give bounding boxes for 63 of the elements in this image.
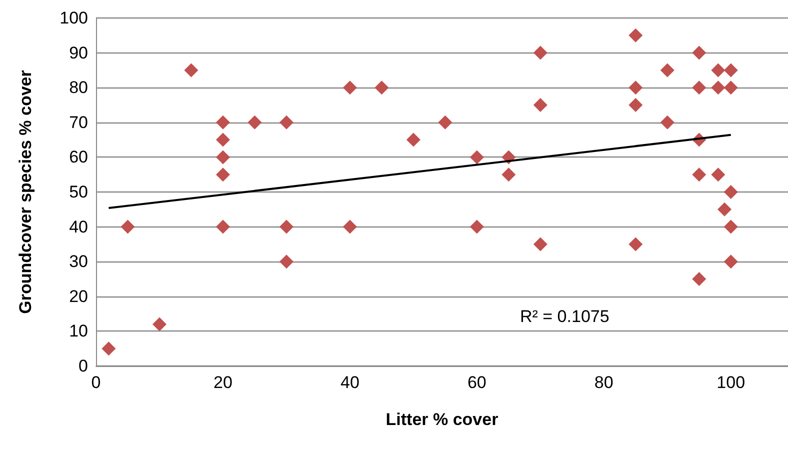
point	[628, 98, 643, 112]
point	[470, 220, 484, 234]
y-tick-label: 0	[78, 356, 88, 376]
point	[692, 46, 706, 60]
y-tick-label: 50	[69, 182, 88, 202]
annotation: R² = 0.1075	[520, 307, 610, 326]
point	[438, 115, 452, 130]
point	[342, 220, 357, 234]
point	[279, 254, 294, 269]
point	[628, 237, 643, 252]
point	[184, 63, 198, 78]
point	[502, 168, 516, 182]
point	[660, 63, 674, 78]
y-tick-label: 40	[69, 217, 88, 236]
y-tick-label: 30	[69, 252, 88, 272]
y-tick-label: 60	[69, 148, 88, 167]
point	[152, 317, 166, 332]
point	[724, 220, 738, 234]
point	[533, 98, 548, 112]
point	[216, 150, 230, 164]
point	[628, 28, 643, 42]
point	[120, 220, 135, 234]
point	[279, 220, 294, 234]
point	[216, 132, 230, 147]
point	[711, 168, 726, 182]
x-tick-label: 40	[340, 373, 360, 392]
point	[724, 80, 738, 95]
point	[724, 185, 738, 199]
x-tick-label: 20	[214, 373, 232, 392]
y-tick-label: 70	[69, 112, 88, 132]
point	[711, 80, 726, 95]
point	[279, 115, 294, 130]
point	[470, 150, 484, 164]
y-tick-label: 100	[60, 8, 88, 28]
point	[724, 63, 738, 78]
point	[692, 272, 706, 286]
x-tick-label: 0	[91, 373, 101, 392]
x-axis-title: Litter % cover	[386, 410, 499, 429]
point	[692, 80, 706, 95]
point	[533, 237, 548, 252]
y-tick-label: 10	[69, 322, 88, 341]
point	[374, 80, 389, 95]
y-tick-label: 80	[69, 78, 88, 98]
point	[533, 46, 548, 60]
x-tick-label: 60	[467, 373, 486, 392]
y-axis-title: Groundcover species % cover	[16, 70, 35, 314]
point	[718, 202, 732, 216]
y-tick-label: 20	[69, 286, 88, 306]
point	[248, 115, 262, 130]
point	[406, 132, 420, 147]
point	[711, 63, 726, 78]
point	[216, 168, 230, 182]
point	[216, 220, 230, 234]
point	[660, 115, 674, 130]
point	[692, 168, 706, 182]
y-tick-label: 90	[69, 43, 88, 62]
x-tick-label: 100	[716, 373, 746, 392]
point	[102, 342, 116, 356]
point	[724, 254, 738, 269]
x-tick-label: 80	[594, 373, 614, 392]
point	[216, 115, 230, 130]
point	[342, 80, 357, 95]
point	[628, 80, 643, 95]
